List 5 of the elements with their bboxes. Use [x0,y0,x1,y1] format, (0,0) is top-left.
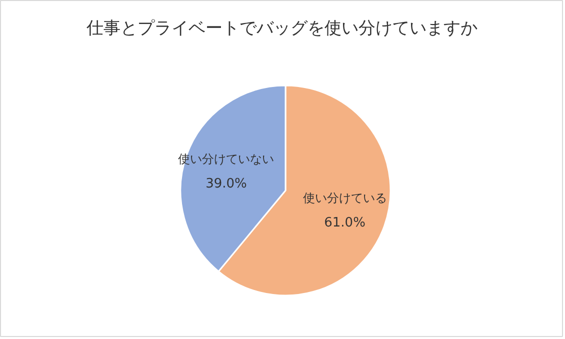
slice-label: 使い分けていない [178,152,274,166]
data-label: 61.0% [324,216,366,231]
data-label: 39.0% [206,176,247,192]
chart-title: 仕事とプライベートでバッグを使い分けていますか [86,18,478,38]
slice-label: 使い分けている [302,191,387,206]
